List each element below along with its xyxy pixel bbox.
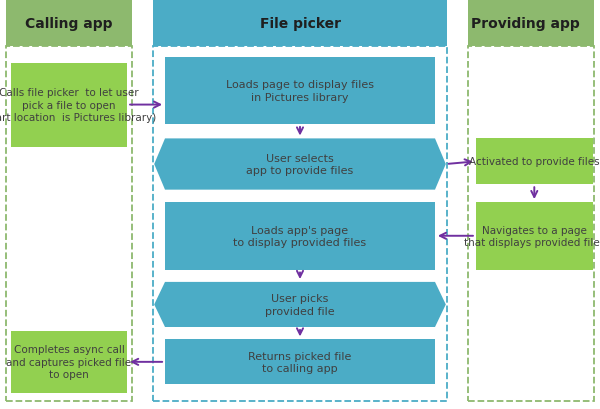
FancyBboxPatch shape bbox=[165, 58, 435, 125]
FancyBboxPatch shape bbox=[165, 202, 435, 270]
Text: User picks
provided file: User picks provided file bbox=[265, 294, 335, 316]
Polygon shape bbox=[154, 282, 446, 327]
Text: Returns picked file
to calling app: Returns picked file to calling app bbox=[248, 351, 352, 373]
Text: Completes async call
and captures picked file
to open: Completes async call and captures picked… bbox=[7, 345, 131, 379]
FancyBboxPatch shape bbox=[11, 331, 127, 393]
Text: Providing app: Providing app bbox=[470, 16, 580, 31]
Text: Calls file picker  to let user
pick a file to open
(start location  is Pictures : Calls file picker to let user pick a fil… bbox=[0, 88, 156, 123]
Text: File picker: File picker bbox=[260, 16, 341, 31]
FancyBboxPatch shape bbox=[468, 0, 594, 47]
FancyBboxPatch shape bbox=[6, 0, 132, 47]
Polygon shape bbox=[154, 139, 446, 190]
FancyBboxPatch shape bbox=[11, 63, 127, 147]
Text: Calling app: Calling app bbox=[25, 16, 113, 31]
FancyBboxPatch shape bbox=[476, 202, 593, 270]
Text: Activated to provide files: Activated to provide files bbox=[469, 157, 599, 167]
Text: Loads page to display files
in Pictures library: Loads page to display files in Pictures … bbox=[226, 80, 374, 103]
FancyBboxPatch shape bbox=[476, 139, 593, 185]
FancyBboxPatch shape bbox=[153, 0, 447, 47]
Text: Loads app's page
to display provided files: Loads app's page to display provided fil… bbox=[233, 225, 367, 247]
Text: Navigates to a page
that displays provided files: Navigates to a page that displays provid… bbox=[464, 225, 600, 247]
Text: User selects
app to provide files: User selects app to provide files bbox=[247, 153, 353, 176]
FancyBboxPatch shape bbox=[165, 339, 435, 384]
